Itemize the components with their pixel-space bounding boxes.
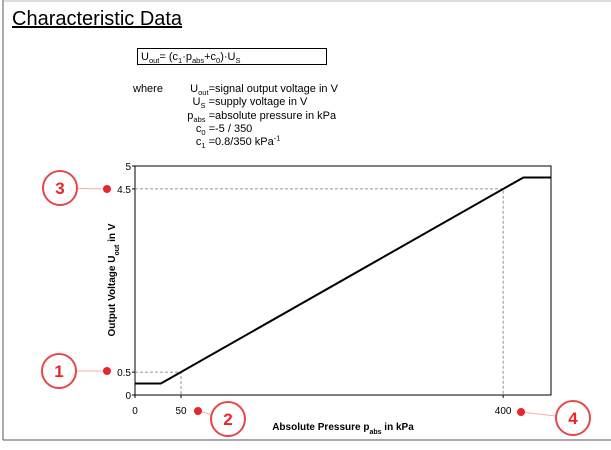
plot-frame [134,165,552,396]
text-run: -1 [273,133,281,143]
callout-circle [41,353,77,389]
text-run: 0 [201,128,206,138]
text-run: )·U [220,51,236,63]
text-run: -5 / 350 [215,122,253,135]
text-run: abs [369,429,381,436]
callout-circle [42,170,78,206]
callout-dot [103,367,111,375]
text-run: Output Voltage U [107,256,118,337]
text-run: absolute pressure in kPa [215,109,337,122]
text-run: U [192,96,201,109]
callout-number: 2 [223,410,232,429]
text-run: out [198,88,209,98]
y-tick-label: 0.5 [117,368,131,379]
definition-row: US = supply voltage in V [120,96,520,109]
text-run: = [205,122,215,135]
text-run: in V [107,223,118,244]
description: signal output voltage in V [215,83,338,96]
symbol: US = [193,96,215,109]
text-run: out [114,244,121,256]
callout-circle [210,401,246,437]
description: -5 / 350 [215,123,252,136]
description: absolute pressure in kPa [215,110,336,123]
text-run: 0.8/350 kPa [215,136,274,149]
text-run: c [195,136,202,149]
y-axis-label: Output Voltage Uout in V [107,223,121,336]
callout-dot [194,407,202,415]
y-tick-label: 0 [125,391,131,402]
text-run: 1 [201,141,206,151]
description: 0.8/350 kPa-1 [215,133,281,149]
definition-row: pabs = absolute pressure in kPa [120,110,520,123]
text-run: 1 [178,56,183,66]
symbol: pabs = [187,110,215,123]
text-run: U [141,51,149,63]
text-run: S [235,56,241,66]
definitions: where Uout= signal output voltage in V US =… [120,83,520,150]
text-run: c [195,122,202,135]
description: supply voltage in V [215,96,307,109]
callout-number: 3 [55,179,64,198]
text-run: = [205,136,215,149]
callout-number: 4 [568,409,578,428]
callout-dot [103,185,111,193]
text-run: = [205,96,215,109]
symbol: c1 = [196,136,215,149]
y-tick-label: 5 [125,162,131,173]
definition-row: c1 = 0.8/350 kPa-1 [120,133,520,149]
data-line [135,176,551,385]
intro: where [133,83,163,95]
definition-row: where Uout= signal output voltage in V [120,83,520,96]
symbol: Uout= [190,83,215,96]
text-run: in kPa [382,422,415,433]
text-run: p [187,109,194,122]
y-tick-label: 4.5 [117,185,131,196]
callout-dot [517,408,525,416]
definition-row: c0 = -5 / 350 [120,123,520,136]
text-run: supply voltage in V [215,96,308,109]
text-run: = [205,109,215,122]
x-tick-label: 400 [495,406,512,417]
text-run: U [190,83,199,95]
title: Characteristic Data [12,8,183,30]
text-run: S [200,101,206,111]
formula: Uout= (c1·pabs+c0)·US [137,48,327,65]
text-run: abs [193,114,206,124]
x-tick-label: 0 [132,406,138,417]
text-run: = (c [159,51,179,63]
text-run: ·p [182,51,192,63]
text-run: out [148,56,160,66]
text-run: = [208,83,215,95]
text-run: Absolute Pressure p [272,422,369,433]
x-axis-label: Absolute Pressure pabs in kPa [272,422,414,436]
x-tick-label: 50 [175,406,187,417]
symbol: c0 = [196,123,215,136]
text-run: +c [204,51,217,63]
callout-circle [555,400,591,436]
text-run: signal output voltage in V [215,83,338,95]
callout-number: 1 [54,362,63,381]
reference-line [135,188,504,395]
text-run: 0 [216,56,221,66]
text-run: abs [192,56,205,66]
